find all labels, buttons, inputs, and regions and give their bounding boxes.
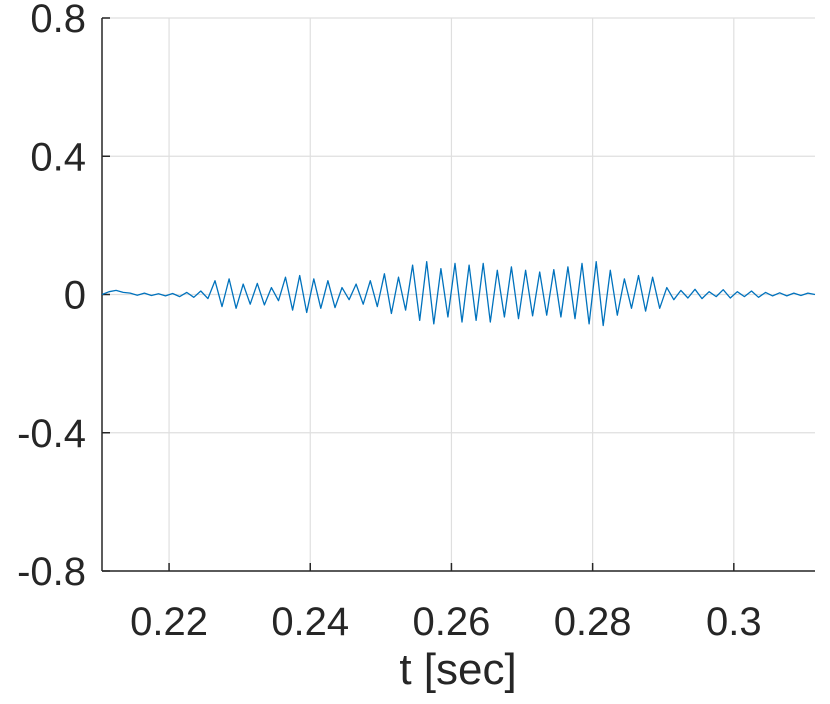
y-tick-label-1: 0.4 [30, 135, 86, 179]
x-tick-label-1: 0.24 [271, 600, 349, 644]
x-tick-label-2: 0.26 [413, 600, 491, 644]
x-axis-label: t [sec] [399, 645, 516, 694]
axis-ticks [102, 17, 735, 572]
plot-area [101, 261, 816, 327]
series-line-0 [101, 261, 816, 327]
x-tick-label-3: 0.28 [554, 600, 632, 644]
y-tick-label-0: 0.8 [30, 0, 86, 41]
x-tick-label-4: 0.3 [706, 600, 762, 644]
x-tick-label-0: 0.22 [130, 600, 208, 644]
tick-labels: 0.22 0.24 0.26 0.28 0.3 0.8 0.4 0 -0.4 -0.8 [17, 0, 762, 644]
y-tick-label-2: 0 [64, 274, 86, 318]
y-tick-label-4: -0.8 [17, 550, 86, 594]
y-tick-label-3: -0.4 [17, 412, 86, 456]
